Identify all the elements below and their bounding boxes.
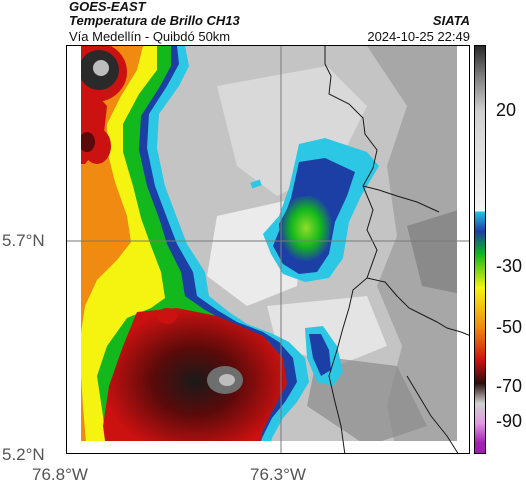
map-no-data-margin — [67, 46, 81, 453]
storm-spot — [157, 308, 177, 324]
cloud-cluster-center-core — [279, 194, 333, 262]
longitude-label: 76.8°W — [32, 465, 88, 484]
boundary-line — [324, 46, 378, 453]
map-svg — [67, 46, 469, 453]
product-title: Temperatura de Brillo CH13 — [69, 13, 240, 28]
gray-dark-patch — [407, 206, 469, 296]
colorbar — [474, 45, 486, 454]
map-no-data-margin — [457, 46, 469, 453]
colorbar-label: -50 — [496, 317, 523, 337]
storm-spot — [79, 132, 95, 152]
organization-name: SIATA — [432, 13, 470, 28]
map-no-data-margin — [67, 441, 469, 453]
latitude-label: 5.2°N — [2, 445, 45, 464]
cloud-cell-small — [309, 334, 331, 376]
colorbar-label: 20 — [496, 100, 517, 120]
longitude-label: 76.3°W — [250, 465, 306, 484]
storm-cell-northwest-top — [93, 60, 109, 76]
cloud-fleck — [250, 179, 262, 189]
gray-light-patch — [267, 296, 387, 366]
colorbar-label: -30 — [496, 256, 523, 276]
boundary-line — [406, 375, 459, 453]
timestamp: 2024-10-25 22:49 — [367, 29, 470, 44]
satellite-name: GOES-EAST — [69, 0, 146, 14]
satellite-map[interactable] — [66, 45, 470, 454]
colorbar-label: -90 — [496, 411, 523, 431]
storm-cell-south-top — [219, 374, 235, 386]
boundary-line — [366, 277, 469, 336]
boundary-line — [362, 185, 440, 213]
region-subtitle: Vía Medellín - Quibdó 50km — [69, 29, 231, 44]
latitude-label: 5.7°N — [2, 231, 45, 250]
storm-cell-south — [103, 308, 287, 453]
colorbar-label: -70 — [496, 376, 523, 396]
